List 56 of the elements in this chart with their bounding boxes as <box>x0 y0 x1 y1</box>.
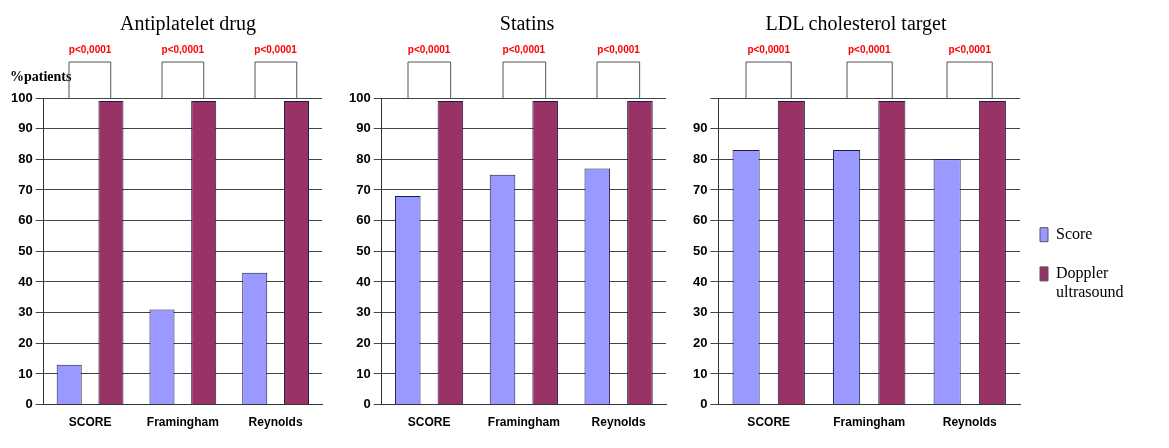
legend-label: Doppler ultrasound <box>1056 264 1124 301</box>
y-tick-label: 50 <box>356 242 371 258</box>
chart-title: Antiplatelet drug <box>118 11 258 37</box>
y-tick-label: 20 <box>692 334 708 350</box>
text: p<0,0001 <box>406 44 452 55</box>
y-tick-label: 70 <box>692 181 708 197</box>
y-tick-label: 70 <box>18 181 33 197</box>
x-tick-label: Framingham <box>487 415 560 430</box>
chart-title: Statins <box>498 11 556 36</box>
y-tick-label: 90 <box>18 120 33 136</box>
y-tick-label: 90 <box>356 120 371 136</box>
y-tick-label: 40 <box>356 273 371 289</box>
y-tick-label: 10 <box>356 365 371 381</box>
y-tick-label: 80 <box>692 150 708 166</box>
y-tick-label: 50 <box>18 242 33 258</box>
x-tick-label: Reynolds <box>942 415 998 430</box>
legend-label: Score <box>1056 224 1093 242</box>
x-tick-label: Framingham <box>146 415 219 430</box>
y-tick-label: 10 <box>18 365 33 381</box>
y-tick-label: 30 <box>18 304 33 320</box>
text: p<0,0001 <box>501 44 547 55</box>
text: p<0,0001 <box>596 44 641 55</box>
text: p<0,0001 <box>947 44 992 55</box>
text: p<0,0001 <box>846 44 892 55</box>
x-tick-label: Reynolds <box>591 415 646 430</box>
y-tick-label: 10 <box>692 365 708 381</box>
y-tick-label: 20 <box>18 334 33 350</box>
text: p<0,0001 <box>746 44 791 55</box>
y-tick-label: 0 <box>700 396 708 412</box>
y-axis-title: %patients <box>10 68 72 84</box>
y-tick-label: 70 <box>356 181 371 197</box>
x-tick-label: Reynolds <box>248 415 303 430</box>
y-tick-label: 80 <box>356 150 371 166</box>
y-tick-label: 60 <box>692 212 708 228</box>
x-tick-label: SCORE <box>407 415 451 430</box>
y-tick-label: 60 <box>356 212 371 228</box>
y-tick-label: 0 <box>25 396 33 412</box>
y-tick-label: 100 <box>10 89 33 105</box>
x-tick-label: Framingham <box>833 415 906 430</box>
text: p<0,0001 <box>160 44 206 55</box>
y-tick-label: 80 <box>18 150 33 166</box>
y-tick-label: 30 <box>356 304 371 320</box>
y-tick-label: 100 <box>348 89 371 105</box>
y-tick-label: 40 <box>692 273 708 289</box>
x-tick-label: SCORE <box>68 415 112 430</box>
y-tick-label: 60 <box>18 212 33 228</box>
x-tick-label: SCORE <box>747 415 791 430</box>
y-tick-label: 30 <box>692 304 708 320</box>
y-tick-label: 90 <box>692 120 708 136</box>
y-tick-label: 20 <box>356 334 371 350</box>
y-tick-label: 40 <box>18 273 33 289</box>
text: p<0,0001 <box>253 44 298 55</box>
chart-title: LDL cholesterol target <box>764 11 948 37</box>
text: p<0,0001 <box>67 44 113 55</box>
y-tick-label: 50 <box>692 242 708 258</box>
y-tick-label: 0 <box>363 396 371 412</box>
